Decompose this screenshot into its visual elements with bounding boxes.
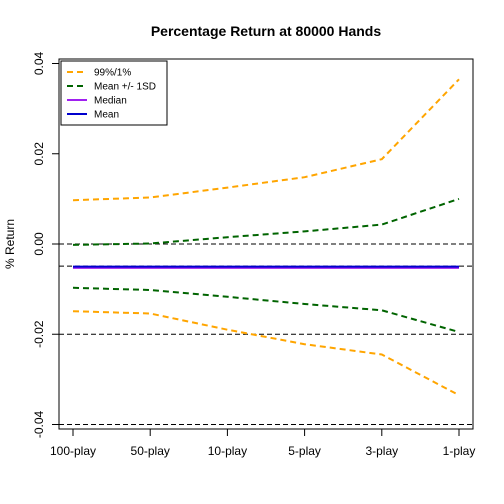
y-tick-label-4: 0.04 (32, 51, 46, 75)
series-line-1 (72, 310, 460, 397)
x-tick-label-1: 50-play (131, 444, 170, 458)
y-tick-label-1: -0.02 (32, 320, 46, 348)
legend-label-3: Mean (94, 110, 119, 121)
series-line-2 (72, 197, 460, 246)
x-tick-label-4: 3-play (365, 444, 398, 458)
x-axis: 100-play 50-play 10-play 5-play 3-play 1-play (50, 428, 476, 458)
y-tick-label-2: 0.00 (32, 232, 46, 256)
series-line-3 (72, 286, 460, 333)
legend-label-2: Median (94, 96, 127, 107)
legend-label-0: 99%/1% (94, 68, 131, 79)
y-axis: -0.04 -0.02 0.00 0.02 0.04 (32, 51, 59, 438)
x-tick-label-5: 1-play (443, 444, 476, 458)
y-tick-label-3: 0.02 (32, 142, 46, 166)
series-line-0 (72, 78, 460, 202)
x-tick-label-0: 100-play (50, 444, 96, 458)
y-axis-label: % Return (3, 219, 17, 269)
x-tick-label-3: 5-play (288, 444, 321, 458)
legend-label-1: Mean +/- 1SD (94, 82, 156, 93)
x-tick-label-2: 10-play (208, 444, 247, 458)
chart-title: Percentage Return at 80000 Hands (151, 23, 382, 39)
y-tick-label-0: -0.04 (32, 411, 46, 439)
legend: 99%/1% Mean +/- 1SD Median Mean (60, 60, 168, 126)
